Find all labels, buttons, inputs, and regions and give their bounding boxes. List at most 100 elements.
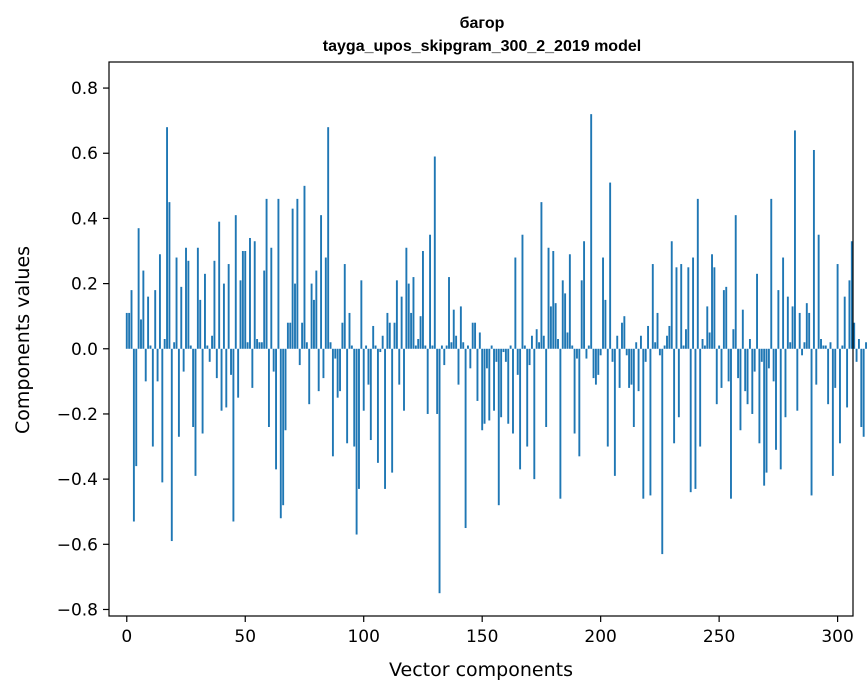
bar	[642, 348, 645, 499]
bar	[445, 345, 448, 349]
y-tick-label: −0.8	[57, 600, 98, 620]
bar	[694, 348, 697, 489]
x-tick-label: 250	[703, 627, 735, 647]
bar	[808, 312, 811, 349]
bar	[426, 348, 429, 414]
bar	[493, 348, 495, 411]
bar	[668, 325, 671, 349]
bar	[827, 348, 830, 405]
bar	[685, 329, 687, 349]
bar	[779, 348, 782, 470]
bar	[812, 149, 815, 349]
bar	[424, 345, 427, 349]
x-axis-label: Vector components	[389, 659, 573, 681]
bar	[786, 296, 789, 349]
bar	[708, 332, 711, 349]
bar	[135, 348, 138, 467]
bar	[206, 345, 209, 349]
y-tick-label: 0.0	[71, 340, 98, 360]
bar	[215, 348, 218, 379]
bar	[275, 348, 277, 470]
bar	[554, 303, 557, 349]
bar	[249, 237, 251, 349]
bar	[189, 345, 192, 349]
bar	[407, 283, 410, 349]
bar	[590, 114, 593, 349]
bar	[791, 306, 794, 349]
y-tick-label: 0.4	[71, 209, 98, 229]
bar	[625, 348, 628, 356]
bar	[706, 306, 709, 349]
bar	[147, 296, 150, 349]
bar	[365, 345, 368, 349]
bar	[559, 348, 562, 499]
bar	[410, 312, 413, 349]
bar	[713, 267, 716, 349]
bar	[542, 335, 545, 349]
bar	[512, 348, 514, 434]
bar	[436, 348, 439, 414]
bar	[680, 264, 683, 349]
bar	[339, 348, 341, 392]
bar	[500, 348, 503, 418]
bar	[497, 348, 500, 506]
bar	[798, 312, 801, 349]
bar	[516, 348, 519, 375]
bar	[151, 348, 154, 447]
bar	[360, 280, 363, 349]
bar	[376, 348, 379, 463]
bar	[770, 198, 773, 349]
bar	[400, 296, 403, 349]
x-tick-label: 200	[584, 627, 616, 647]
bar	[616, 335, 619, 349]
y-axis-ticks: −0.8 −0.6 −0.4 −0.2 0.0 0.2 0.4 0.6 0.8	[57, 79, 109, 620]
bar	[784, 348, 787, 418]
bar	[301, 322, 304, 349]
bar	[703, 345, 706, 349]
bar	[177, 348, 180, 437]
bar	[128, 312, 131, 349]
bar	[180, 286, 183, 349]
bar	[348, 312, 351, 349]
bar	[594, 348, 597, 385]
bar	[857, 339, 860, 349]
bar	[412, 277, 415, 349]
chart-subtitle: tayga_upos_skipgram_300_2_2019 model	[323, 38, 641, 55]
bar	[296, 198, 299, 349]
bar	[850, 241, 853, 349]
bar	[358, 348, 360, 489]
bar	[621, 322, 623, 349]
bar	[168, 202, 171, 349]
y-tick-label: −0.4	[57, 470, 98, 490]
bar	[329, 342, 332, 349]
bar	[753, 348, 756, 372]
bar	[166, 127, 168, 349]
y-tick-label: 0.8	[71, 79, 98, 99]
bar	[331, 348, 334, 457]
bar	[540, 202, 543, 349]
bar	[241, 251, 244, 349]
bar	[673, 348, 676, 444]
bar	[533, 348, 536, 480]
bar	[154, 290, 157, 349]
bar	[801, 348, 804, 356]
bar	[469, 348, 472, 369]
bar	[196, 247, 199, 349]
bar	[647, 325, 649, 349]
bar	[509, 345, 512, 349]
bar	[395, 280, 398, 349]
bar	[571, 345, 574, 349]
bar	[218, 221, 221, 349]
bar	[817, 234, 820, 349]
bar	[372, 325, 375, 349]
bar	[488, 348, 491, 421]
plot-frame	[108, 61, 854, 617]
bar	[374, 345, 377, 349]
bar	[282, 348, 285, 506]
bar	[549, 306, 552, 349]
bar	[535, 329, 538, 349]
bar	[722, 290, 725, 349]
bar	[156, 348, 159, 382]
bar	[566, 332, 569, 349]
bar	[211, 335, 214, 349]
